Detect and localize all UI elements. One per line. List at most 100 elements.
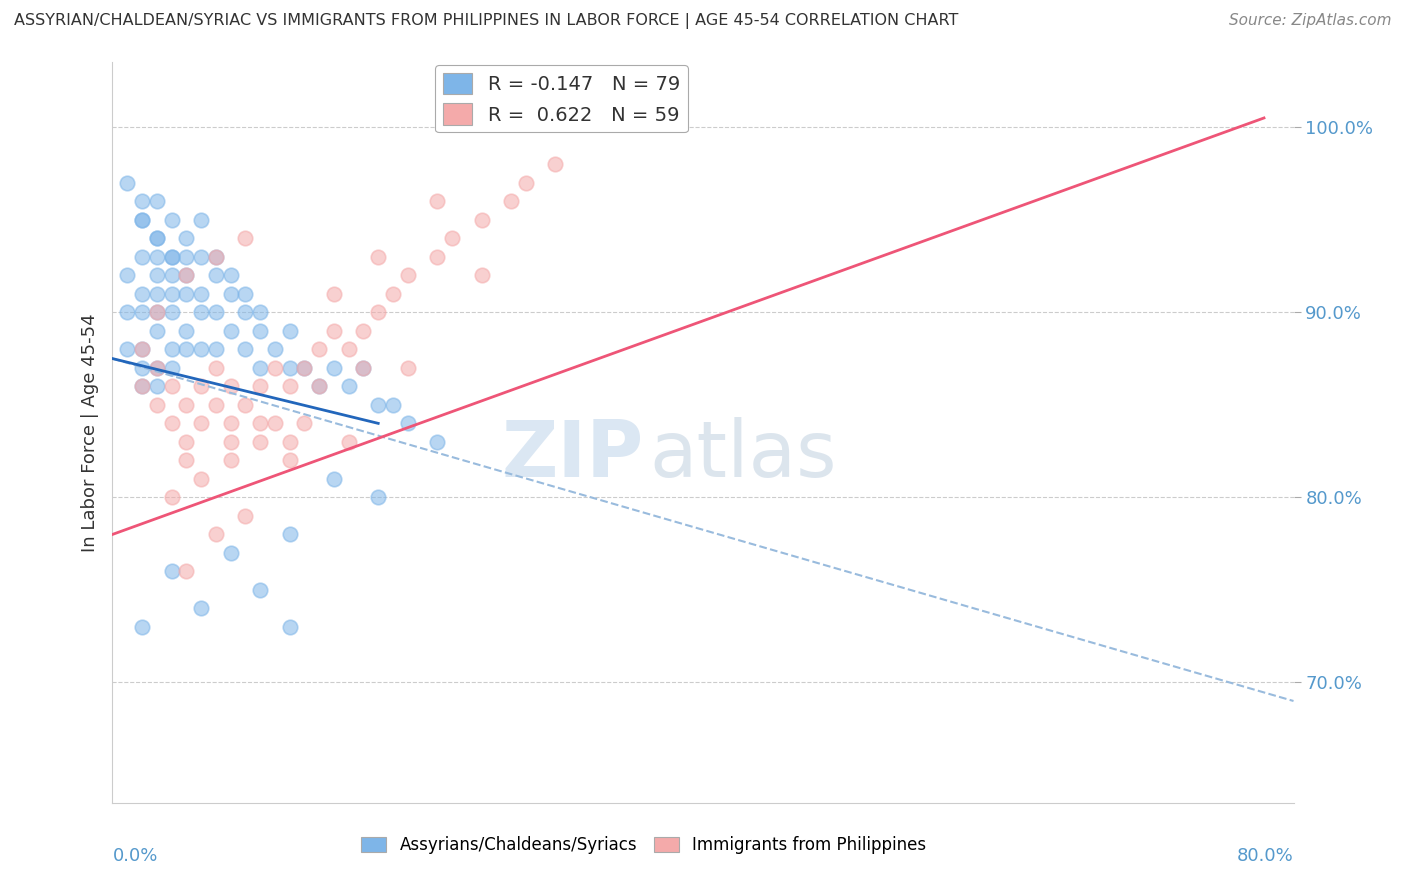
Point <box>323 324 346 338</box>
Point <box>367 491 389 505</box>
Point <box>337 434 360 449</box>
Text: atlas: atlas <box>650 417 838 493</box>
Point <box>174 434 197 449</box>
Point <box>308 343 330 357</box>
Point <box>131 379 153 393</box>
Point <box>367 398 389 412</box>
Point <box>205 343 228 357</box>
Point <box>426 250 449 264</box>
Point <box>146 286 169 301</box>
Point <box>131 212 153 227</box>
Point <box>278 527 301 541</box>
Point <box>278 434 301 449</box>
Point <box>131 212 153 227</box>
Point <box>337 379 360 393</box>
Point <box>131 379 153 393</box>
Point <box>337 343 360 357</box>
Text: Source: ZipAtlas.com: Source: ZipAtlas.com <box>1229 13 1392 29</box>
Point <box>396 417 419 431</box>
Point <box>160 565 183 579</box>
Point <box>205 527 228 541</box>
Point <box>382 286 405 301</box>
Point <box>264 343 287 357</box>
Point <box>219 324 242 338</box>
Point <box>205 305 228 319</box>
Point <box>174 453 197 467</box>
Point <box>249 434 271 449</box>
Point <box>174 398 197 412</box>
Point <box>117 268 138 283</box>
Point <box>174 324 197 338</box>
Point <box>131 620 153 634</box>
Point <box>160 305 183 319</box>
Point <box>190 417 212 431</box>
Point <box>292 360 315 375</box>
Point <box>441 231 464 245</box>
Point <box>131 343 153 357</box>
Point <box>146 268 169 283</box>
Point <box>146 250 169 264</box>
Point <box>323 360 346 375</box>
Text: 80.0%: 80.0% <box>1237 847 1294 865</box>
Text: ASSYRIAN/CHALDEAN/SYRIAC VS IMMIGRANTS FROM PHILIPPINES IN LABOR FORCE | AGE 45-: ASSYRIAN/CHALDEAN/SYRIAC VS IMMIGRANTS F… <box>14 13 959 29</box>
Point <box>146 231 169 245</box>
Point <box>249 305 271 319</box>
Point <box>146 231 169 245</box>
Point <box>146 360 169 375</box>
Point <box>278 360 301 375</box>
Point <box>352 360 374 375</box>
Point <box>515 176 537 190</box>
Point <box>174 231 197 245</box>
Point <box>205 360 228 375</box>
Y-axis label: In Labor Force | Age 45-54: In Labor Force | Age 45-54 <box>80 313 98 552</box>
Point <box>470 212 494 227</box>
Point <box>131 360 153 375</box>
Point <box>264 360 287 375</box>
Point <box>174 343 197 357</box>
Point <box>233 231 256 245</box>
Point <box>278 379 301 393</box>
Point <box>219 286 242 301</box>
Point <box>160 212 183 227</box>
Point <box>249 324 271 338</box>
Point <box>190 379 212 393</box>
Point <box>278 453 301 467</box>
Point <box>146 398 169 412</box>
Point <box>219 417 242 431</box>
Point <box>160 491 183 505</box>
Point <box>426 434 449 449</box>
Point <box>278 324 301 338</box>
Point <box>233 398 256 412</box>
Point <box>544 157 567 171</box>
Point <box>146 305 169 319</box>
Point <box>292 417 315 431</box>
Point <box>219 434 242 449</box>
Point <box>233 508 256 523</box>
Point <box>146 305 169 319</box>
Point <box>249 417 271 431</box>
Point <box>190 212 212 227</box>
Point <box>205 250 228 264</box>
Point <box>160 250 183 264</box>
Point <box>501 194 523 209</box>
Point <box>117 343 138 357</box>
Point <box>174 268 197 283</box>
Point <box>219 379 242 393</box>
Text: ZIP: ZIP <box>502 417 644 493</box>
Point <box>190 343 212 357</box>
Point <box>131 305 153 319</box>
Point <box>382 398 405 412</box>
Point <box>249 582 271 597</box>
Point <box>278 620 301 634</box>
Point <box>160 268 183 283</box>
Point <box>205 268 228 283</box>
Point <box>396 360 419 375</box>
Point <box>160 360 183 375</box>
Point <box>190 250 212 264</box>
Point <box>205 398 228 412</box>
Point <box>131 343 153 357</box>
Point <box>117 176 138 190</box>
Point <box>190 472 212 486</box>
Point <box>292 360 315 375</box>
Point <box>323 286 346 301</box>
